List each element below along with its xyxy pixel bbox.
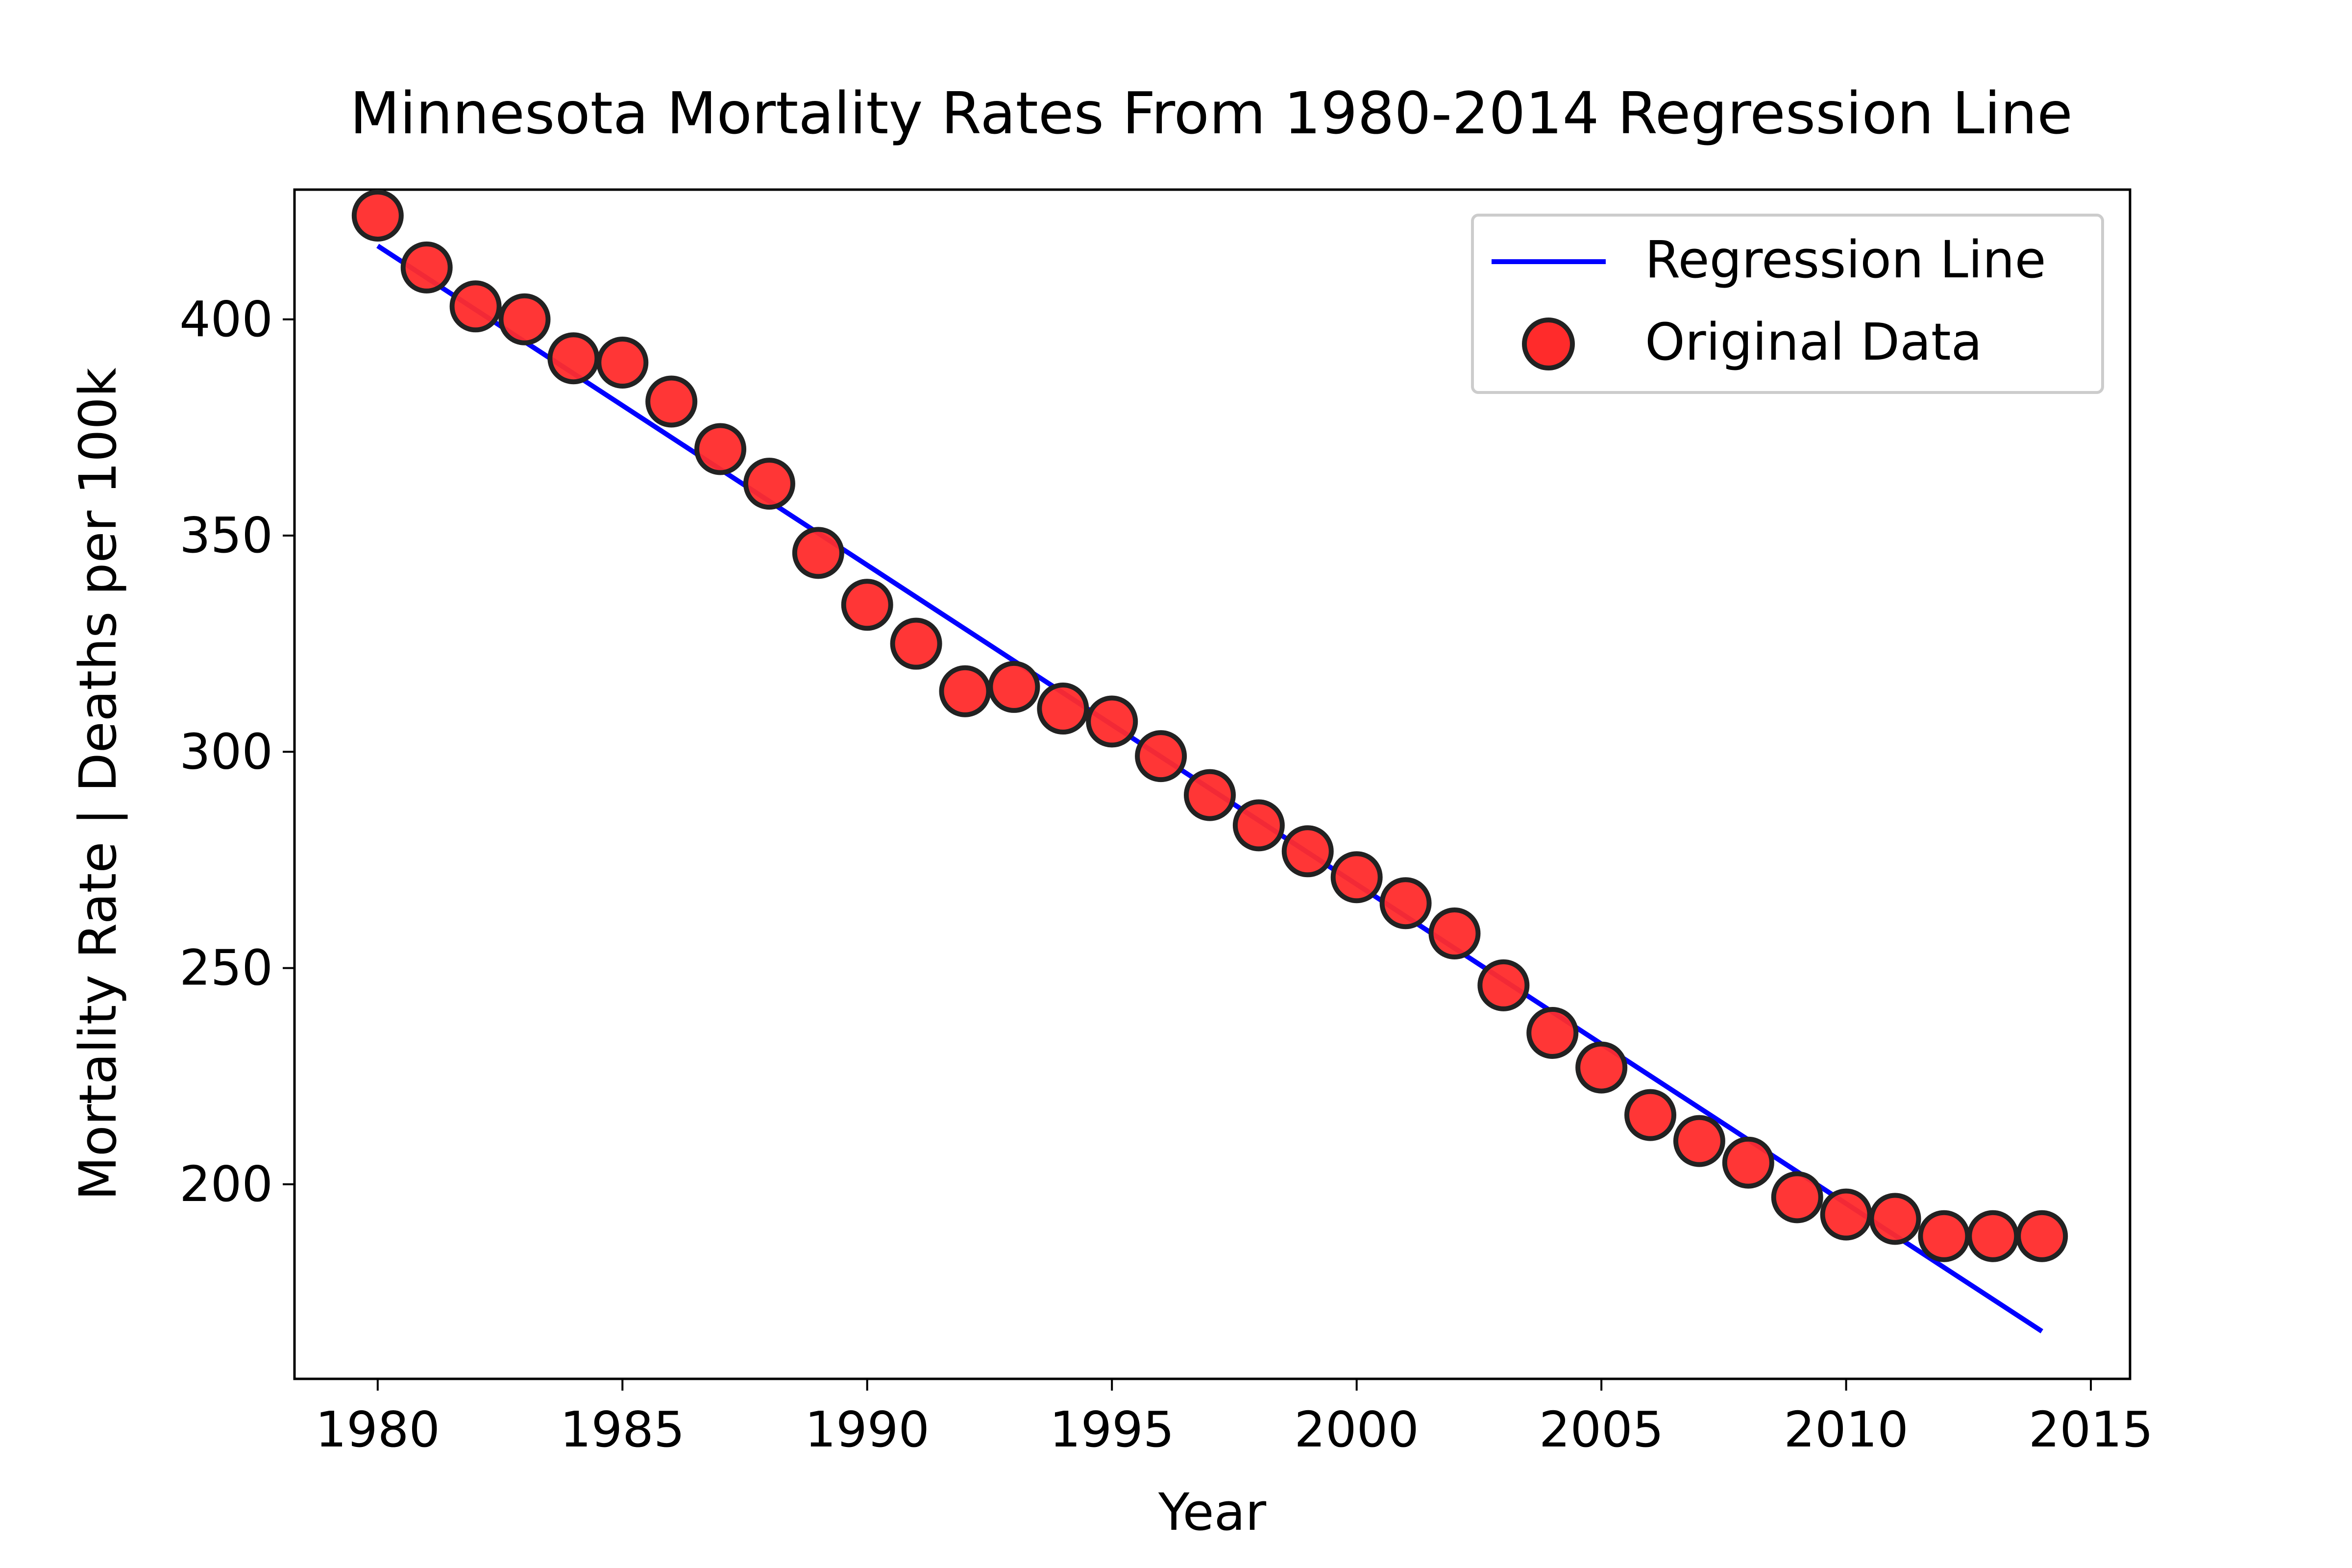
legend-label-regression-line: Regression Line	[1645, 230, 2046, 290]
x-axis-ticks: 1980 1985 1990 1995 2000 2005 2010 2015	[316, 1379, 2154, 1458]
y-tick-label: 350	[179, 507, 273, 564]
x-tick-label: 1995	[1050, 1401, 1175, 1458]
scatter-point	[1184, 769, 1236, 821]
scatter-point	[792, 527, 844, 579]
scatter-point	[1526, 1006, 1579, 1059]
scatter-point	[1379, 877, 1432, 930]
scatter-point	[498, 293, 551, 345]
y-axis-ticks: 200 250 300 350 400	[179, 291, 294, 1213]
scatter-point	[1967, 1210, 2019, 1262]
scatter-point	[547, 332, 600, 385]
scatter-point	[596, 337, 649, 389]
y-tick-label: 250	[179, 939, 273, 997]
legend-box	[1471, 214, 2104, 394]
scatter-point	[939, 665, 991, 717]
y-tick-label: 400	[179, 291, 273, 348]
scatter-point	[1477, 959, 1530, 1011]
scatter-point	[1918, 1210, 1970, 1262]
series-layer	[351, 189, 2068, 1334]
scatter-point	[841, 579, 893, 631]
y-tick-label: 200	[179, 1155, 273, 1213]
x-tick-label: 1985	[560, 1401, 685, 1458]
y-tick-label: 300	[179, 723, 273, 780]
legend: Regression Line Original Data	[1471, 214, 2104, 394]
scatter-point	[2016, 1210, 2068, 1262]
scatter-point	[1232, 799, 1285, 852]
scatter-point	[988, 661, 1040, 713]
scatter-point	[1330, 851, 1383, 904]
x-tick-label: 1990	[805, 1401, 930, 1458]
scatter-point	[743, 458, 795, 510]
scatter-point	[1869, 1193, 1921, 1245]
scatter-point	[449, 280, 502, 333]
scatter-point	[1037, 683, 1089, 735]
scatter-point	[1086, 695, 1138, 748]
scatter-point	[694, 423, 747, 475]
scatter-point	[1820, 1188, 1872, 1241]
y-axis-label: Mortality Rate | Deaths per 100k	[68, 368, 128, 1200]
scatter-point	[1771, 1171, 1823, 1224]
scatter-point	[1575, 1041, 1628, 1094]
legend-label-original-data: Original Data	[1645, 312, 1982, 372]
scatter-point	[1722, 1136, 1774, 1189]
scatter-point	[400, 241, 453, 294]
scatter-point	[645, 375, 698, 428]
legend-marker-swatch	[1522, 318, 1575, 370]
x-tick-label: 2015	[2029, 1401, 2154, 1458]
x-tick-label: 2000	[1294, 1401, 1419, 1458]
x-tick-label: 1980	[316, 1401, 441, 1458]
scatter-point	[1281, 825, 1334, 878]
x-tick-label: 2010	[1784, 1401, 1909, 1458]
scatter-point	[1428, 907, 1481, 959]
scatter-point	[890, 617, 942, 670]
scatter-point	[1135, 730, 1187, 783]
scatter-point	[351, 189, 404, 242]
chart-title: Minnesota Mortality Rates From 1980-2014…	[350, 79, 2073, 147]
scatter-point	[1673, 1115, 1725, 1167]
scatter-point	[1624, 1089, 1677, 1141]
x-tick-label: 2005	[1539, 1401, 1664, 1458]
x-axis-label: Year	[1158, 1482, 1266, 1542]
